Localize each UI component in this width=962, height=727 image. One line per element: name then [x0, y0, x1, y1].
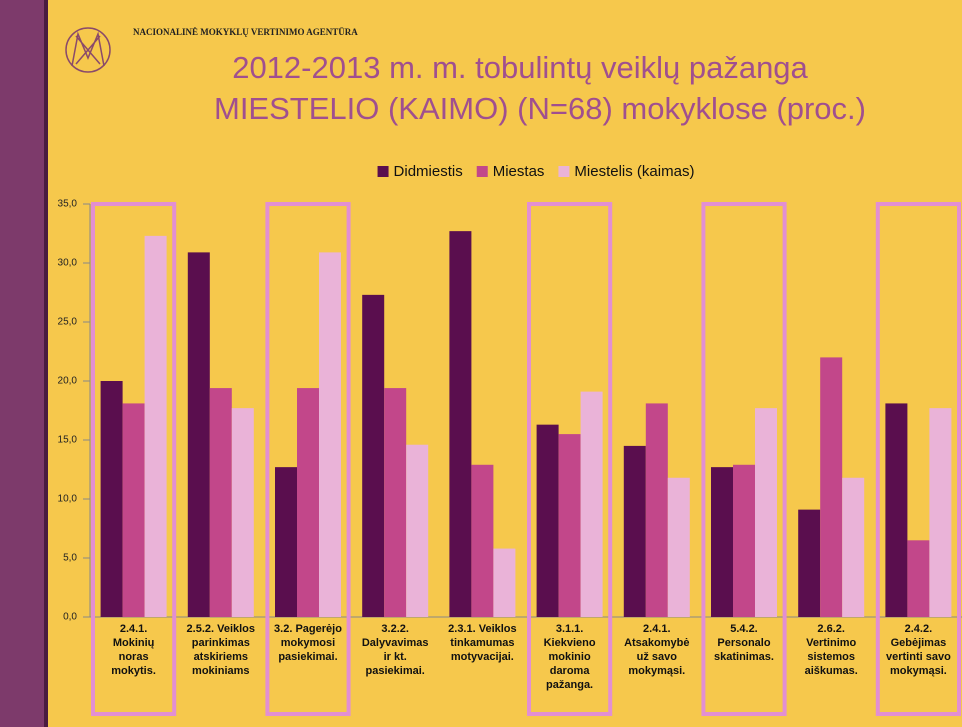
x-tick-label: 2.3.1. Veiklos tinkamumas motyvacijai.	[448, 623, 517, 663]
bar	[907, 540, 930, 617]
bar	[384, 388, 407, 617]
x-tick-label: 2.6.2. Vertinimo sistemos aiškumas.	[804, 623, 858, 677]
bar	[842, 477, 865, 617]
bar	[580, 391, 603, 617]
legend-swatch	[558, 166, 570, 177]
highlight-box	[265, 202, 351, 716]
bar	[733, 464, 755, 617]
bar	[798, 509, 821, 617]
side-bar-edge	[44, 0, 48, 727]
legend-label: Didmiestis	[394, 163, 463, 180]
x-tick-label: 2.4.2. Gebėjimas vertinti savo mokymąsi.	[885, 623, 951, 677]
bar	[645, 403, 668, 617]
bar	[558, 434, 581, 617]
y-tick-label: 10,0	[58, 494, 78, 505]
chart-subtitle: MIESTELIO (KAIMO) (N=68) mokyklose (proc…	[214, 91, 866, 126]
x-tick-label: 5.4.2. Personalo skatinimas.	[714, 623, 774, 663]
x-tick-label: 3.2. Pagerėjo mokymosi pasiekimai.	[274, 623, 342, 663]
legend-swatch	[476, 166, 488, 177]
legend-label: Miestelis (kaimas)	[574, 163, 694, 180]
bar	[471, 464, 494, 617]
legend-label: Miestas	[493, 163, 545, 180]
y-tick-label: 15,0	[58, 435, 78, 446]
bar	[209, 388, 232, 617]
bar	[667, 477, 690, 617]
bar	[623, 445, 646, 617]
bar	[187, 252, 210, 617]
bar	[144, 235, 167, 618]
header: NACIONALINĖ MOKYKLŲ VERTINIMO AGENTŪRA	[133, 27, 358, 37]
highlight-box	[701, 202, 787, 716]
bar	[820, 357, 843, 617]
logo	[65, 27, 111, 73]
side-bar	[0, 0, 44, 727]
y-tick-label: 0,0	[63, 612, 77, 623]
bar	[493, 548, 516, 617]
bar	[711, 467, 733, 617]
highlight-box	[527, 202, 613, 716]
highlight-box	[91, 202, 177, 716]
y-tick-label: 20,0	[58, 376, 78, 387]
y-tick-label: 5,0	[63, 553, 77, 564]
bar	[885, 403, 908, 617]
highlight-box	[875, 202, 961, 716]
legend-swatch	[377, 166, 389, 177]
bar	[536, 424, 559, 617]
bar	[231, 408, 254, 617]
bar	[297, 388, 319, 617]
y-tick-label: 35,0	[58, 199, 78, 210]
y-tick-label: 30,0	[58, 258, 78, 269]
bar	[929, 408, 952, 617]
y-tick-label: 25,0	[58, 317, 78, 328]
x-tick-label: 2.5.2. Veiklos parinkimas atskiriems mok…	[186, 623, 256, 677]
bar	[319, 252, 341, 617]
x-tick-label: 3.1.1. Kiekvieno mokinio daroma pažanga.	[543, 623, 596, 691]
x-tick-label: 2.4.1. Atsakomybė už savo mokymąsi.	[624, 623, 690, 677]
x-tick-label: 2.4.1. Mokinių noras mokytis.	[111, 623, 156, 677]
bar	[100, 381, 123, 617]
bar	[449, 231, 472, 617]
bar	[275, 467, 297, 617]
x-tick-label: 3.2.2. Dalyvavimas ir kt. pasiekimai.	[361, 623, 429, 677]
bar	[362, 294, 385, 617]
bar	[122, 403, 145, 617]
chart-title: 2012-2013 m. m. tobulintų veiklų pažanga	[232, 50, 808, 85]
bar	[406, 444, 429, 617]
bar	[755, 408, 777, 617]
